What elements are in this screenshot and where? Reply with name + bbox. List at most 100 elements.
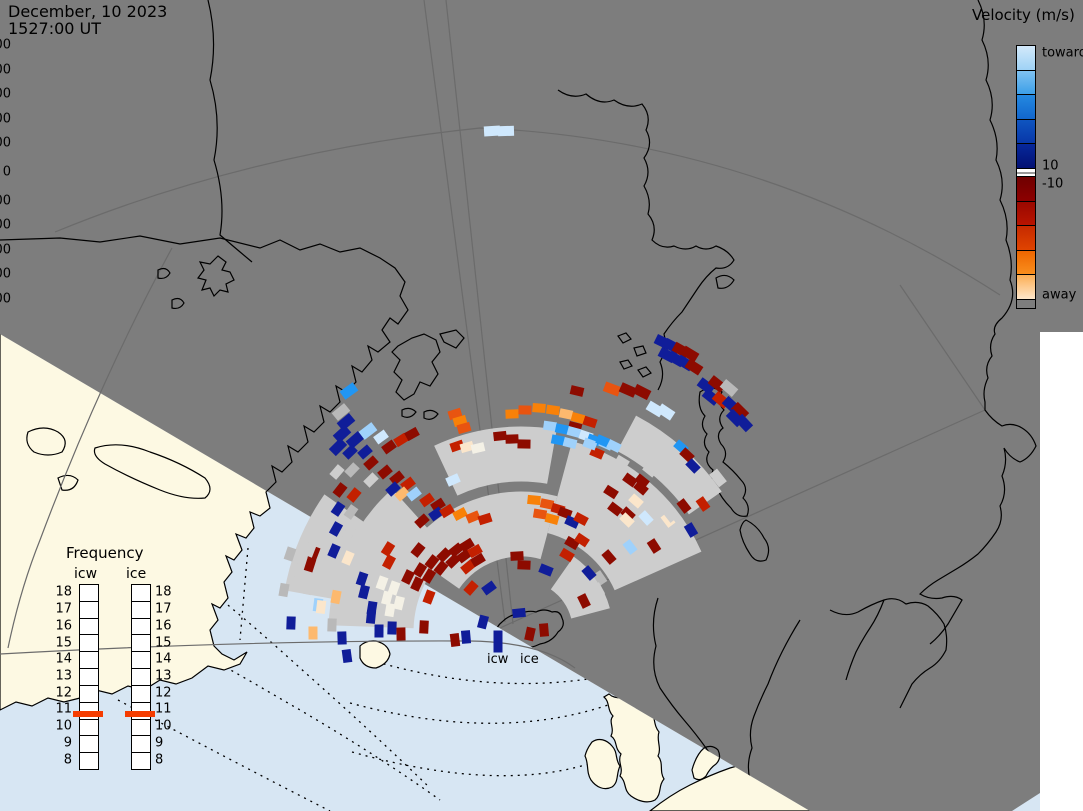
velocity-cell [620,506,636,522]
colorbar-background [1038,0,1083,332]
colorbar-segment [1017,95,1035,120]
velocity-cell [433,560,449,576]
frequency-cell [80,619,98,636]
velocity-cell [524,626,536,642]
velocity-cell [470,552,486,568]
coast-svalbard [391,333,441,401]
velocity-cell [422,589,436,605]
velocity-cell [628,493,644,509]
away-label: away [1042,287,1077,303]
velocity-cell [331,403,351,421]
ground-scatter-band [616,415,722,515]
colorbar-tick-0: 0 [2,164,11,180]
velocity-cell [329,464,345,480]
velocity-cell [385,481,401,497]
velocity-cell [387,580,401,596]
velocity-cell [278,582,290,598]
velocity-cell [646,538,662,554]
velocity-cell [622,539,638,555]
frequency-cell [132,753,150,769]
velocity-cell [328,521,344,537]
frequency-cell [80,736,98,754]
velocity-cell [538,623,550,637]
velocity-cell [308,626,318,640]
velocity-cell [302,580,314,596]
colorbar-segment [1017,226,1035,251]
frequency-cell [132,720,150,737]
frequency-cell [80,669,98,686]
velocity-cell [550,434,566,446]
toward-label: toward [1042,45,1083,61]
velocity-cell [602,455,618,471]
coast-svalbard-s2 [423,409,439,420]
frequency-cell [80,652,98,670]
velocity-cell [344,462,360,478]
frequency-cell [132,585,150,602]
freq-num-right-16: 16 [155,618,172,634]
velocity-cell [327,543,341,559]
frequency-cell [80,602,98,619]
frequency-bar-icw [79,584,99,770]
velocity-cell [581,565,597,581]
corner-day-sliver [1012,793,1040,811]
frequency-cell [80,635,98,653]
velocity-cell [517,439,531,449]
freq-num-left-9: 9 [63,735,72,751]
velocity-cell [377,464,393,480]
velocity-cell [656,403,676,421]
frequency-cell [80,585,98,602]
velocity-cell [559,547,575,563]
colorbar-tick-100: 100 [0,135,11,151]
coast-fjl4 [637,366,652,378]
velocity-cell [381,439,397,455]
velocity-cell [510,551,524,561]
velocity-cell [477,512,493,526]
velocity-cell [328,437,348,457]
velocity-cell [341,550,355,566]
velocity-cell [606,439,622,453]
velocity-cell [573,511,589,527]
velocity-cell [289,562,303,578]
velocity-cell [452,507,468,521]
colorbar-segment [1017,250,1035,276]
velocity-cell [460,630,472,644]
coast-novaya-s [739,519,770,562]
velocity-cell [538,563,554,577]
velocity-cell [558,408,574,420]
freq-num-left-14: 14 [55,651,72,667]
velocity-cell [564,535,580,551]
velocity-cell [517,560,531,570]
freq-num-right-15: 15 [155,635,172,651]
velocity-cell [577,593,591,609]
ground-scatter-band [434,426,557,496]
coast-island-a [26,427,66,456]
velocity-cell [652,497,668,513]
velocity-cell [557,587,573,603]
velocity-cell [570,411,586,425]
velocity-cell [330,589,342,605]
coast-ireland [584,738,621,790]
velocity-cell [493,430,507,442]
coast-svalbard-ne [439,329,465,349]
frequency-cell [132,703,150,720]
velocity-cell [430,497,446,513]
velocity-cell [346,487,362,503]
velocity-cell [481,580,497,596]
velocity-cell [345,430,365,450]
velocity-cell [505,434,519,444]
velocity-cell [642,462,658,478]
velocity-cell [539,498,555,510]
velocity-cell [381,590,393,606]
velocity-cell [592,570,608,586]
velocity-cell [683,522,699,538]
coast-fjl2 [633,345,647,357]
velocity-cell [456,548,472,564]
coast-island-b [93,444,211,499]
velocity-cell [638,510,654,526]
velocity-cell [316,582,328,598]
velocity-cell [527,494,541,506]
velocity-cell [456,421,472,435]
colorbar-tick-200: 200 [0,111,11,127]
coast-fjl3 [619,359,633,370]
velocity-cell [554,423,570,435]
